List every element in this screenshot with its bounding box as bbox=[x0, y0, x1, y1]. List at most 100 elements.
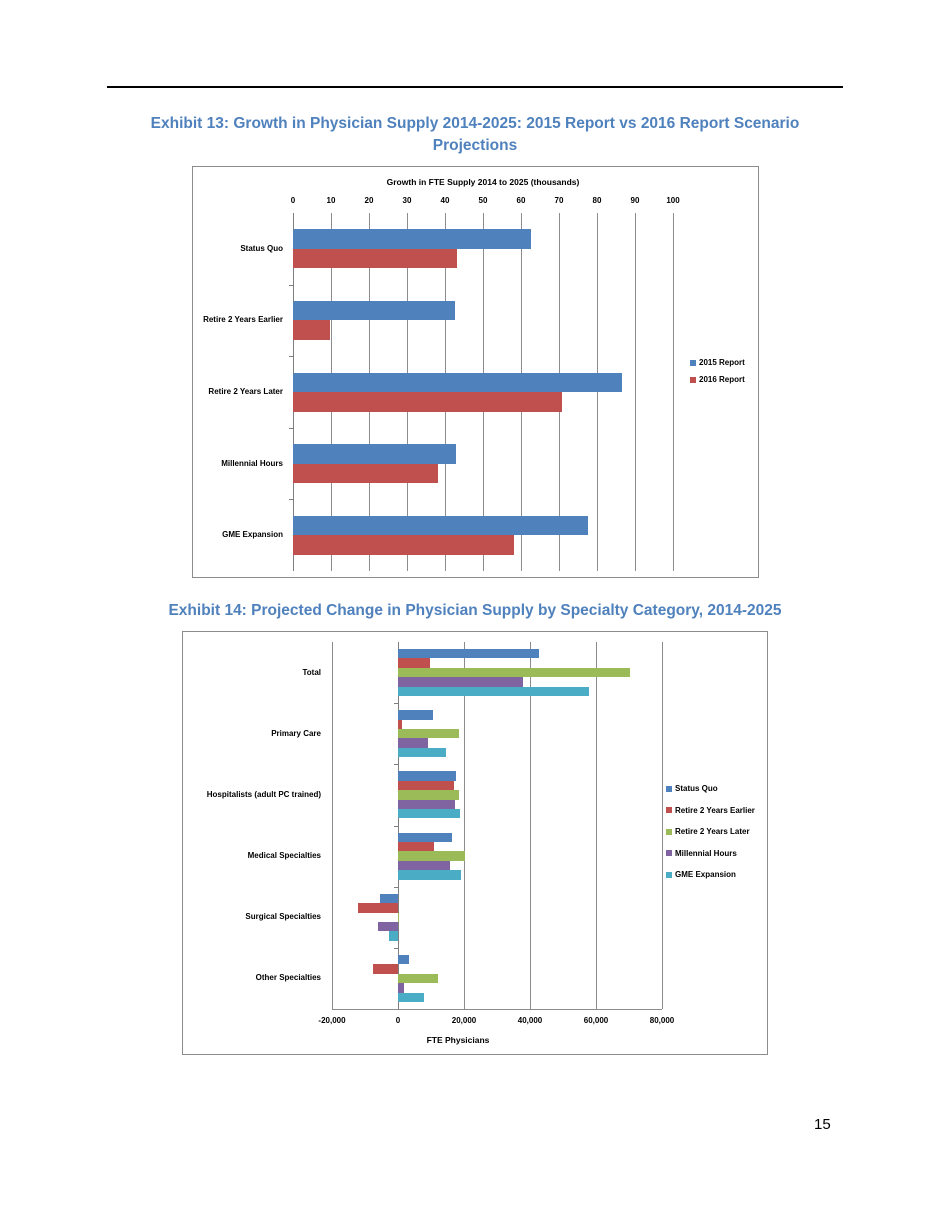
exhibit-13-title-line-2: Projections bbox=[432, 137, 518, 154]
x-tick-label: -20,000 bbox=[318, 1016, 346, 1025]
bar-2016-report bbox=[293, 320, 331, 340]
category-label: Millennial Hours bbox=[221, 458, 283, 468]
bar-millennial-hours bbox=[398, 677, 524, 687]
legend-item: GME Expansion bbox=[666, 870, 736, 879]
gridline bbox=[332, 642, 333, 1009]
legend-label: Status Quo bbox=[675, 784, 718, 793]
x-tick-label: 50 bbox=[478, 196, 488, 205]
bar-status-quo bbox=[398, 649, 540, 659]
category-tick bbox=[394, 764, 398, 766]
legend-item: Millennial Hours bbox=[666, 849, 737, 858]
legend-label: Retire 2 Years Later bbox=[675, 827, 750, 836]
bar-2015-report bbox=[293, 444, 457, 464]
bar-status-quo bbox=[398, 710, 433, 720]
x-tick-label: 80 bbox=[592, 196, 602, 205]
exhibit-14-title: Exhibit 14: Projected Change in Physicia… bbox=[168, 602, 782, 619]
bar-2016-report bbox=[293, 535, 515, 555]
category-label: Retire 2 Years Earlier bbox=[203, 315, 283, 325]
bar-retire-2-years-later bbox=[398, 790, 459, 800]
bar-2015-report bbox=[293, 300, 455, 321]
bar-2016-report bbox=[293, 463, 439, 484]
x-tick-label: 60,000 bbox=[583, 1016, 609, 1025]
legend-item: Status Quo bbox=[666, 784, 718, 793]
bar-status-quo bbox=[398, 832, 452, 842]
legend-label: 2015 Report bbox=[699, 358, 745, 367]
x-tick-label: 20 bbox=[364, 196, 374, 205]
legend-swatch-icon bbox=[690, 376, 696, 383]
x-tick-label: 40 bbox=[440, 196, 450, 205]
legend-label: Millennial Hours bbox=[675, 848, 737, 858]
x-tick-label: 20,000 bbox=[451, 1016, 477, 1025]
category-tick bbox=[289, 499, 293, 501]
gridline bbox=[673, 213, 674, 571]
bar-status-quo bbox=[398, 954, 409, 965]
category-tick bbox=[394, 703, 398, 705]
x-tick-label: 80,000 bbox=[649, 1016, 675, 1025]
gridline bbox=[597, 213, 598, 571]
bar-retire-2-years-later bbox=[398, 973, 439, 984]
category-label: Status Quo bbox=[240, 243, 283, 253]
x-tick-label: 0 bbox=[290, 196, 296, 205]
legend-swatch-icon bbox=[666, 871, 672, 878]
bar-retire-2-years-earlier bbox=[398, 719, 402, 730]
x-tick-label: 70 bbox=[554, 196, 564, 205]
bar-retire-2-years-later bbox=[398, 851, 466, 861]
bar-2016-report bbox=[293, 392, 562, 412]
category-tick bbox=[394, 886, 398, 888]
x-tick-label: 10 bbox=[326, 196, 336, 205]
bar-retire-2-years-earlier bbox=[372, 964, 398, 974]
category-tick bbox=[289, 284, 293, 286]
bar-millennial-hours bbox=[398, 860, 450, 871]
exhibit-13-title: Exhibit 13: Growth in Physician Supply 2… bbox=[120, 113, 830, 157]
x-tick-label: 0 bbox=[395, 1016, 401, 1025]
category-label: GME Expansion bbox=[222, 530, 283, 540]
bar-2016-report bbox=[293, 248, 458, 269]
category-tick bbox=[394, 947, 398, 949]
bar-2015-report bbox=[293, 229, 531, 249]
bar-status-quo bbox=[379, 893, 398, 904]
category-tick bbox=[289, 427, 293, 429]
category-tick bbox=[394, 825, 398, 827]
legend-item: Retire 2 Years Later bbox=[666, 827, 750, 836]
category-label: Hospitalists (adult PC trained) bbox=[206, 789, 321, 799]
category-label: Primary Care bbox=[271, 728, 321, 738]
bar-retire-2-years-earlier bbox=[357, 903, 398, 913]
bar-gme-expansion bbox=[398, 686, 589, 697]
page-number: 15 bbox=[814, 1116, 831, 1133]
category-axis-line bbox=[398, 642, 399, 1009]
legend-swatch-icon bbox=[666, 807, 672, 813]
category-tick bbox=[289, 356, 293, 358]
bar-millennial-hours bbox=[398, 738, 429, 748]
category-label: Total bbox=[302, 667, 321, 677]
chart-2-x-axis-title: FTE Physicians bbox=[426, 1035, 490, 1045]
gridline bbox=[635, 213, 636, 571]
bar-retire-2-years-earlier bbox=[398, 841, 434, 852]
bar-gme-expansion bbox=[389, 931, 398, 941]
bar-millennial-hours bbox=[398, 799, 455, 809]
gridline bbox=[662, 642, 663, 1009]
bar-status-quo bbox=[398, 771, 457, 781]
exhibit-14-chart: Total Primary Care Hospitalists (adult PC … bbox=[182, 631, 768, 1055]
category-label: Medical Specialties bbox=[247, 851, 321, 861]
legend-swatch-icon bbox=[666, 785, 672, 792]
legend-swatch-icon bbox=[666, 850, 672, 856]
legend-label: GME Expansion bbox=[675, 870, 736, 879]
legend-item: 2016 Report bbox=[690, 375, 745, 384]
legend-label: 2016 Report bbox=[699, 375, 745, 384]
category-label: Surgical Specialties bbox=[245, 912, 321, 922]
x-tick-label: 30 bbox=[402, 196, 412, 205]
chart-1-axis-title: Growth in FTE Supply 2014 to 2025 (thous… bbox=[386, 177, 580, 187]
legend-label: Retire 2 Years Earlier bbox=[675, 805, 755, 815]
bar-millennial-hours bbox=[377, 921, 398, 932]
bar-2015-report bbox=[293, 515, 588, 536]
bar-retire-2-years-later bbox=[398, 729, 460, 739]
legend-item: Retire 2 Years Earlier bbox=[666, 806, 755, 815]
gridline bbox=[464, 642, 465, 1009]
exhibit-13-chart: Growth in FTE Supply 2014 to 2025 (thous… bbox=[192, 166, 759, 578]
category-label: Other Specialties bbox=[255, 973, 321, 983]
bar-gme-expansion bbox=[398, 992, 424, 1002]
legend-swatch-icon bbox=[690, 359, 696, 366]
legend-swatch-icon bbox=[666, 828, 672, 835]
legend-item: 2015 Report bbox=[690, 358, 745, 367]
x-tick-label: 100 bbox=[666, 196, 680, 205]
